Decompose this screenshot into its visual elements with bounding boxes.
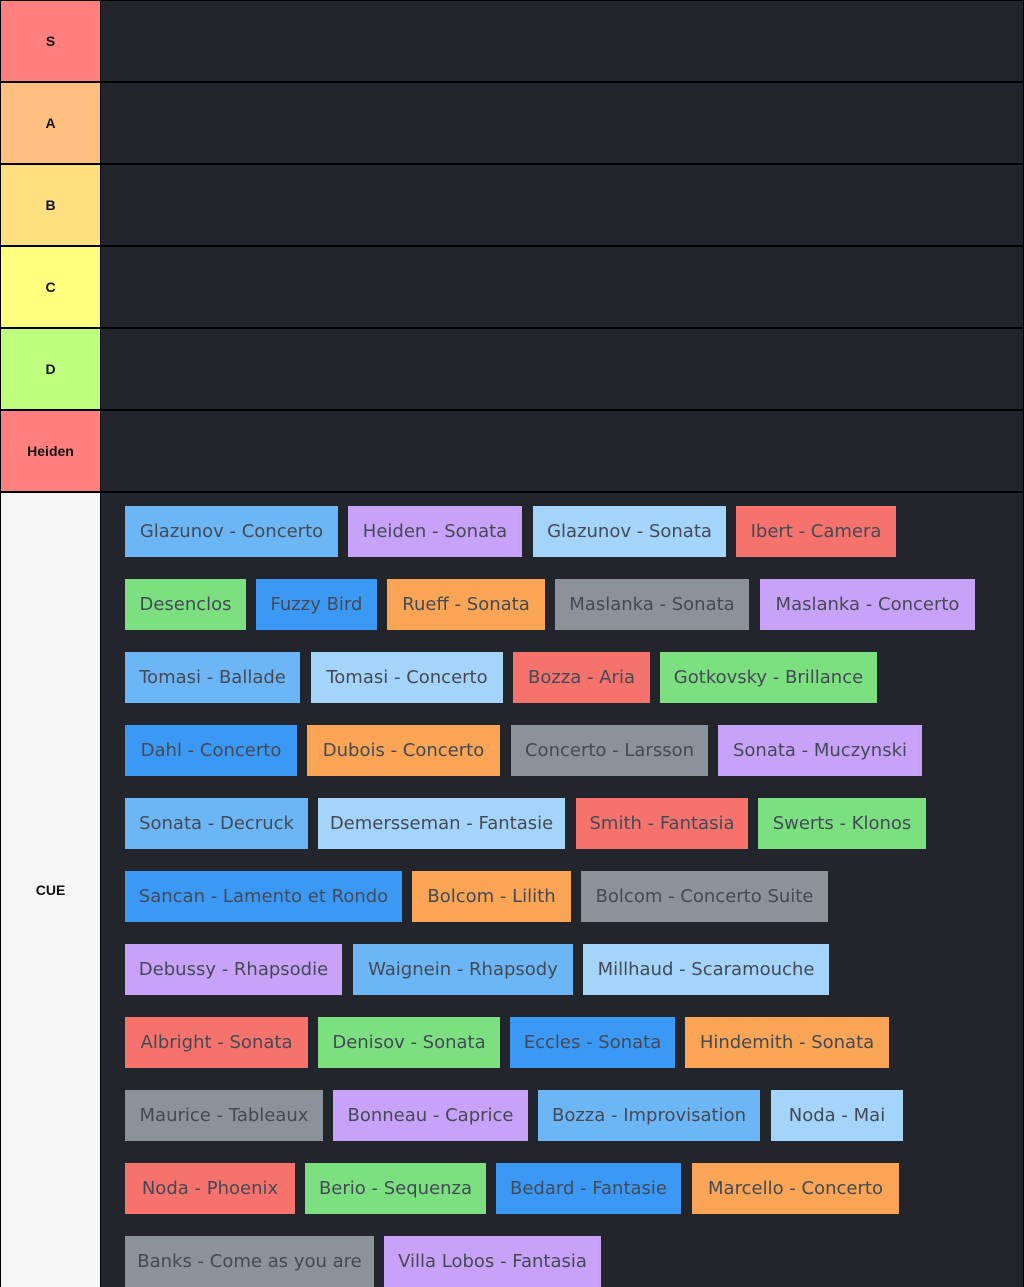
tier-dropzone-cue[interactable]: Glazunov - Concerto Heiden - Sonata Glazun… [101,493,1023,1287]
tier-row-d: D [0,328,1024,410]
cue-card[interactable]: Hindemith - Sonata [685,1017,889,1068]
cue-card[interactable]: Sonata - Decruck [125,798,308,849]
cue-card[interactable]: Sonata - Muczynski [718,725,922,776]
cue-card[interactable]: Smith - Fantasia [576,798,748,849]
cue-card[interactable]: Fuzzy Bird [256,579,377,630]
tier-row-b: B [0,164,1024,246]
cue-card[interactable]: Bozza - Aria [513,652,650,703]
tier-label-cue[interactable]: CUE [1,493,100,1287]
cue-card[interactable]: Denisov - Sonata [318,1017,500,1068]
cue-card[interactable]: Bonneau - Caprice [333,1090,528,1141]
tier-dropzone-d[interactable] [101,329,1023,409]
tier-label-c[interactable]: C [1,247,100,327]
cue-card[interactable]: Maurice - Tableaux [125,1090,323,1141]
tier-row-a: A [0,82,1024,164]
cue-card[interactable]: Waignein - Rhapsody [353,944,573,995]
tier-label-d[interactable]: D [1,329,100,409]
cue-card[interactable]: Dahl - Concerto [125,725,297,776]
cue-card[interactable]: Debussy - Rhapsodie [125,944,342,995]
tier-row-s: S [0,0,1024,82]
cue-card[interactable]: Maslanka - Sonata [555,579,749,630]
tier-dropzone-s[interactable] [101,1,1023,81]
tier-label-s[interactable]: S [1,1,100,81]
tier-dropzone-heiden[interactable] [101,411,1023,491]
cue-card[interactable]: Bolcom - Concerto Suite [581,871,828,922]
cue-card[interactable]: Bozza - Improvisation [538,1090,760,1141]
cue-card[interactable]: Bolcom - Lilith [412,871,571,922]
cue-card[interactable]: Gotkovsky - Brillance [660,652,877,703]
cue-card[interactable]: Noda - Mai [771,1090,903,1141]
cue-card[interactable]: Heiden - Sonata [348,506,522,557]
tier-label-heiden[interactable]: Heiden [1,411,100,491]
tier-label-b[interactable]: B [1,165,100,245]
cue-card[interactable]: Millhaud - Scaramouche [583,944,829,995]
tier-dropzone-c[interactable] [101,247,1023,327]
cue-card[interactable]: Demersseman - Fantasie [318,798,565,849]
cue-card[interactable]: Dubois - Concerto [307,725,500,776]
tier-dropzone-b[interactable] [101,165,1023,245]
tier-row-cue: CUE Glazunov - Concerto Heiden - Sonata Gl… [0,492,1024,1287]
cue-card[interactable]: Bedard - Fantasie [496,1163,681,1214]
cue-card[interactable]: Desenclos [125,579,246,630]
tier-label-a[interactable]: A [1,83,100,163]
tier-row-c: C [0,246,1024,328]
cue-card[interactable]: Swerts - Klonos [758,798,926,849]
cue-card[interactable]: Sancan - Lamento et Rondo [125,871,402,922]
cue-card[interactable]: Banks - Come as you are [125,1236,374,1287]
cue-card[interactable]: Eccles - Sonata [510,1017,675,1068]
cue-card[interactable]: Noda - Phoenix [125,1163,295,1214]
cue-card[interactable]: Maslanka - Concerto [760,579,975,630]
tier-dropzone-a[interactable] [101,83,1023,163]
cue-card[interactable]: Villa Lobos - Fantasia [384,1236,601,1287]
cue-card[interactable]: Tomasi - Ballade [125,652,300,703]
cue-card[interactable]: Glazunov - Sonata [533,506,726,557]
cue-card[interactable]: Ibert - Camera [736,506,896,557]
cue-card[interactable]: Rueff - Sonata [387,579,545,630]
cue-card[interactable]: Glazunov - Concerto [125,506,338,557]
cue-card[interactable]: Berio - Sequenza [305,1163,486,1214]
cue-card[interactable]: Tomasi - Concerto [311,652,503,703]
tier-row-heiden: Heiden [0,410,1024,492]
cue-card[interactable]: Albright - Sonata [125,1017,308,1068]
cue-card[interactable]: Marcello - Concerto [692,1163,899,1214]
cue-card-pool: Glazunov - Concerto Heiden - Sonata Glazun… [101,493,1023,1287]
cue-card[interactable]: Concerto - Larsson [511,725,708,776]
